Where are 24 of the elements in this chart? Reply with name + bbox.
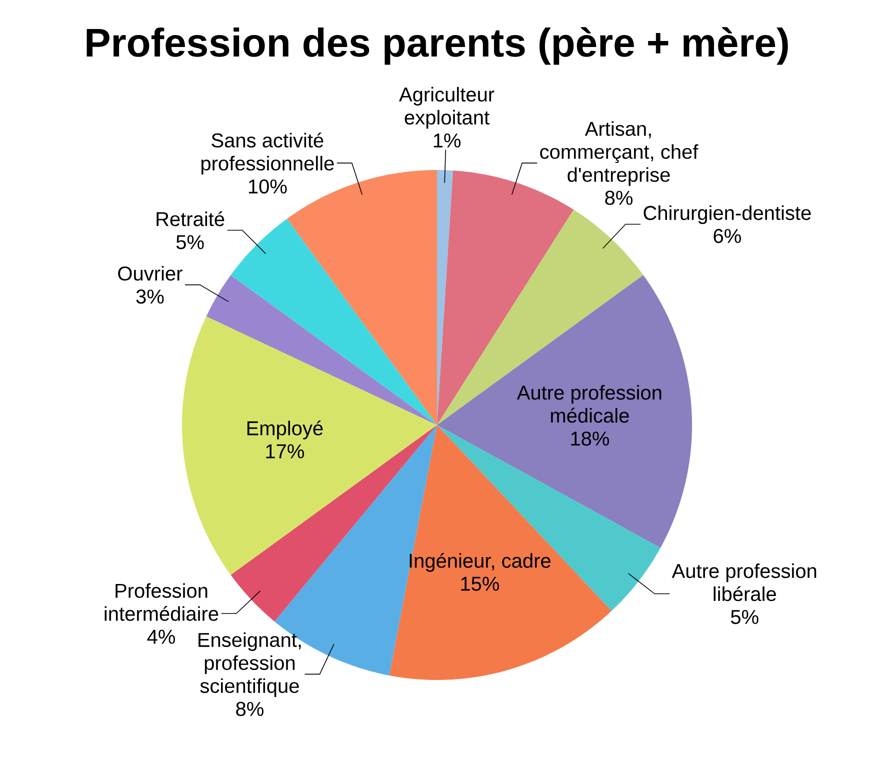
data-label: 10% xyxy=(248,179,287,194)
slice-label: Chirurgien-dentiste xyxy=(644,205,811,224)
data-label: 17% xyxy=(266,444,304,458)
slice-label: Employé xyxy=(247,420,323,440)
slice-label: Profession intermédiaire xyxy=(104,583,218,621)
data-label: 5% xyxy=(730,610,758,624)
slice-label: Enseignant, profession scientifique xyxy=(198,632,301,697)
data-label: 8% xyxy=(605,190,633,205)
slice-label: Agriculteur exploitant xyxy=(399,86,494,129)
data-label: 5% xyxy=(176,235,204,250)
data-label: 18% xyxy=(571,432,609,446)
slice-label: Autre profession libérale xyxy=(672,563,816,602)
data-label: 1% xyxy=(434,134,461,148)
data-label: 6% xyxy=(714,228,741,244)
data-label: 15% xyxy=(461,576,499,591)
data-label: 3% xyxy=(136,289,164,304)
slice-label: Retraité xyxy=(156,211,224,226)
data-label: 4% xyxy=(147,630,175,644)
slice-label: Ouvrier xyxy=(118,266,182,281)
slice-label: Sans activité professionnelle xyxy=(201,132,334,174)
data-label: 8% xyxy=(236,702,264,716)
chart-title: Profession des parents (père + mère) xyxy=(86,27,788,65)
slice-label: Artisan, commerçant, chef d'entreprise xyxy=(540,121,698,186)
slice-label: Autre profession médicale xyxy=(516,385,662,423)
